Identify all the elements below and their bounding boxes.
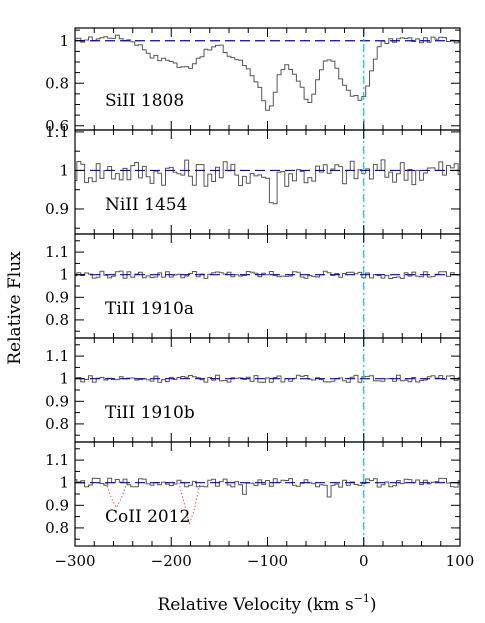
y-tick-label: 0.9 [45, 200, 69, 218]
contamination-line [105, 482, 201, 526]
y-tick-label: 1 [59, 161, 69, 179]
y-axis-title: Relative Flux [5, 251, 25, 365]
spectrum-line [75, 270, 460, 279]
y-tick-label: 0.8 [45, 415, 69, 433]
y-tick-label: 1.1 [45, 243, 69, 261]
panel-label: NiII 1454 [105, 195, 187, 215]
panel-frame [74, 337, 461, 443]
x-tick-label: 100 [446, 552, 475, 570]
y-tick-label: 0.8 [45, 74, 69, 92]
spectrum-line [75, 374, 460, 383]
y-tick-label: 1.1 [45, 123, 69, 141]
spectrum-line [75, 477, 460, 498]
y-tick-label: 0.8 [45, 519, 69, 537]
y-tick-label: 1.1 [45, 451, 69, 469]
x-axis-title-exponent: −1 [354, 592, 370, 605]
panel-label: TiII 1910a [105, 299, 194, 319]
x-tick-label: −100 [247, 552, 288, 570]
panel-1: 0.6 0.8 1 SiII 1808 [45, 27, 461, 135]
x-axis-title: Relative Velocity (km s−1) [157, 592, 376, 615]
y-tick-label: 0.6 [45, 117, 69, 135]
x-tick-label: 0 [359, 552, 369, 570]
y-tick-label: 1 [59, 370, 69, 388]
panel-frame [74, 233, 461, 339]
panel-label: SiII 1808 [105, 91, 184, 111]
y-tick-label: 0.9 [45, 496, 69, 514]
panel-stack: 0.6 0.8 1 SiII 1808 0.9 1 1.1 NiII 1454 0.8 0.9 1 1… [45, 27, 475, 570]
y-tick-label: 1 [59, 32, 69, 50]
y-tick-label: 1 [59, 266, 69, 284]
y-tick-label: 0.8 [45, 311, 69, 329]
panel-label: TiII 1910b [105, 403, 195, 423]
panel-frame [74, 441, 461, 547]
panel-5: 0.8 0.9 1 1.1 CoII 2012 [45, 441, 461, 547]
x-tick-label: −300 [54, 552, 95, 570]
y-tick-label: 0.9 [45, 288, 69, 306]
panel-4: 0.8 0.9 1 1.1 TiII 1910b [45, 337, 461, 443]
y-tick-label: 1.1 [45, 347, 69, 365]
y-tick-label: 0.9 [45, 392, 69, 410]
panel-2: 0.9 1 1.1 NiII 1454 [45, 123, 461, 235]
panel-3: 0.8 0.9 1 1.1 TiII 1910a [45, 233, 461, 339]
panel-frame [74, 129, 461, 235]
panel-label: CoII 2012 [105, 507, 190, 527]
panel-frame [74, 27, 461, 131]
x-tick-label: −200 [151, 552, 192, 570]
y-tick-label: 1 [59, 474, 69, 492]
